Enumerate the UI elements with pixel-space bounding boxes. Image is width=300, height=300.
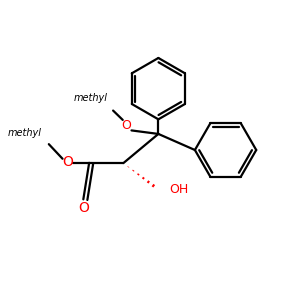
Text: methyl: methyl xyxy=(73,93,107,103)
Text: O: O xyxy=(78,201,89,215)
Text: O: O xyxy=(62,155,73,169)
Text: methyl: methyl xyxy=(8,128,42,138)
Text: O: O xyxy=(121,119,131,132)
Text: OH: OH xyxy=(169,183,189,196)
